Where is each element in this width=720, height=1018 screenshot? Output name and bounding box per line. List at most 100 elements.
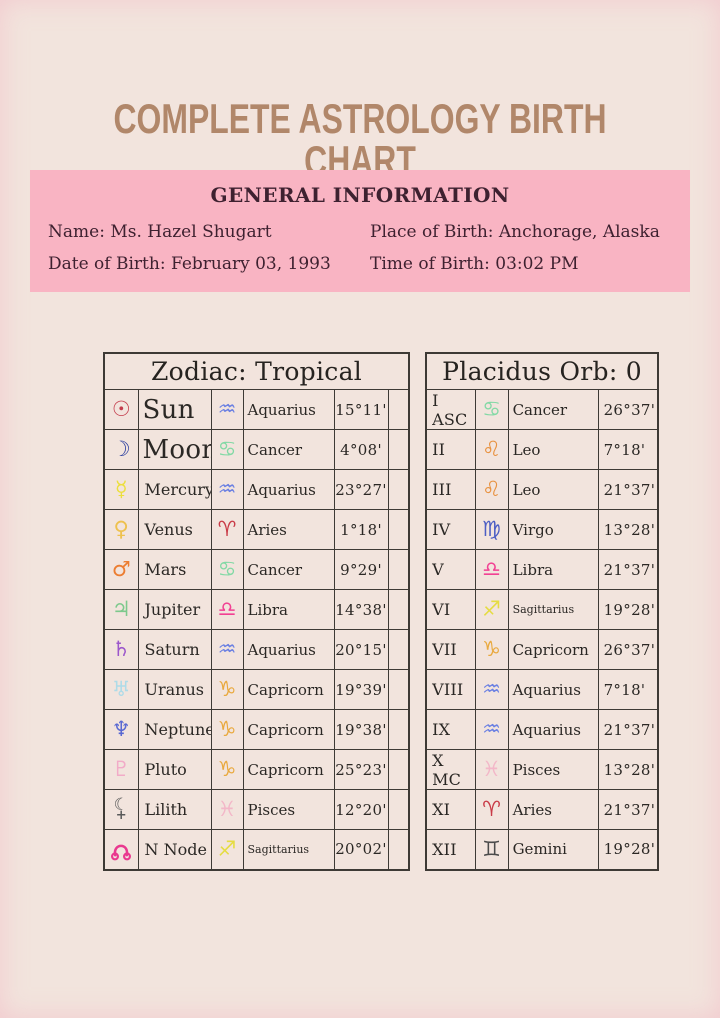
lilith-icon: ☾ + bbox=[113, 794, 129, 824]
jupiter-icon: ♃ bbox=[111, 597, 131, 621]
general-info-heading: GENERAL INFORMATION bbox=[210, 183, 510, 207]
planet-name: N Node bbox=[137, 829, 212, 870]
planet-icon-cell: ☽ bbox=[103, 429, 139, 470]
sign-icon-cell: ♓ bbox=[210, 789, 244, 830]
north-node-icon bbox=[111, 838, 132, 861]
degrees-value: 7°18' bbox=[597, 669, 659, 710]
gemini-icon: ♊ bbox=[482, 836, 501, 861]
sign-name: Aquarius bbox=[242, 389, 335, 430]
aries-icon: ♈ bbox=[217, 517, 237, 541]
house-row: X MC ♓ Pisces 13°28' bbox=[425, 749, 659, 790]
spacer-cell bbox=[387, 789, 410, 830]
planet-icon-cell: ♀ bbox=[103, 509, 139, 550]
sign-icon-cell: ♈ bbox=[474, 789, 509, 830]
sign-name: Capricorn bbox=[242, 749, 335, 790]
sign-name: Virgo bbox=[507, 509, 599, 550]
house-row: III ♌ Leo 21°37' bbox=[425, 469, 659, 510]
degrees-value: 21°37' bbox=[597, 549, 659, 590]
general-info-fields: Name: Ms. Hazel Shugart Place of Birth: … bbox=[48, 216, 684, 280]
uranus-icon: ♅ bbox=[111, 677, 131, 701]
house-row: V ♎ Libra 21°37' bbox=[425, 549, 659, 590]
zodiac-table: Zodiac: Tropical ☉ Sun ♒ Aquarius 15°11' ☽ Moo… bbox=[103, 352, 411, 871]
sign-name: Libra bbox=[242, 589, 335, 630]
sagittarius-icon: ♐ bbox=[482, 597, 501, 621]
house-label: I ASC bbox=[425, 389, 476, 430]
degrees-value: 1°18' bbox=[333, 509, 389, 550]
spacer-cell bbox=[387, 629, 410, 670]
aquarius-icon: ♒ bbox=[217, 397, 237, 421]
spacer-cell bbox=[387, 509, 410, 550]
sign-icon-cell: ♎ bbox=[474, 549, 509, 590]
sign-name: Gemini bbox=[507, 829, 599, 870]
houses-table: Placidus Orb: 0 I ASC ♋ Cancer 26°37' II ♌ Leo… bbox=[425, 352, 660, 871]
degrees-value: 26°37' bbox=[597, 629, 659, 670]
chart-tables: Zodiac: Tropical ☉ Sun ♒ Aquarius 15°11' ☽ Moo… bbox=[103, 352, 660, 871]
venus-icon: ♀ bbox=[113, 517, 129, 541]
aquarius-icon: ♒ bbox=[217, 637, 237, 661]
spacer-cell bbox=[387, 589, 410, 630]
sign-icon-cell: ♑ bbox=[210, 669, 244, 710]
sign-icon-cell: ♑ bbox=[210, 749, 244, 790]
sign-name: Cancer bbox=[242, 429, 335, 470]
house-label: IV bbox=[425, 509, 476, 550]
sign-name: Libra bbox=[507, 549, 599, 590]
zodiac-header-row: Zodiac: Tropical bbox=[103, 352, 410, 390]
pisces-icon: ♓ bbox=[482, 757, 501, 781]
spacer-cell bbox=[387, 669, 410, 710]
sign-icon-cell: ♋ bbox=[210, 549, 244, 590]
house-row: XI ♈ Aries 21°37' bbox=[425, 789, 659, 830]
degrees-value: 19°38' bbox=[333, 709, 389, 750]
planet-icon-cell: ☿ bbox=[103, 469, 139, 510]
house-row: XII ♊ Gemini 19°28' bbox=[425, 829, 659, 870]
spacer-cell bbox=[387, 749, 410, 790]
spacer-cell bbox=[387, 829, 410, 870]
degrees-value: 21°37' bbox=[597, 469, 659, 510]
planet-name: Sun bbox=[137, 389, 212, 430]
spacer-cell bbox=[387, 429, 410, 470]
house-label: VIII bbox=[425, 669, 476, 710]
sign-icon-cell: ♓ bbox=[474, 749, 509, 790]
leo-icon: ♌ bbox=[482, 477, 501, 501]
cancer-icon: ♋ bbox=[217, 557, 237, 581]
degrees-value: 21°37' bbox=[597, 709, 659, 750]
sign-icon-cell: ♑ bbox=[474, 629, 509, 670]
sign-icon-cell: ♎ bbox=[210, 589, 244, 630]
zodiac-table-title: Zodiac: Tropical bbox=[103, 352, 410, 390]
houses-header-row: Placidus Orb: 0 bbox=[425, 352, 659, 390]
degrees-value: 4°08' bbox=[333, 429, 389, 470]
sign-name: Capricorn bbox=[242, 669, 335, 710]
zodiac-row: N Node ♐ Sagittarius 20°02' bbox=[103, 829, 410, 870]
house-label: X MC bbox=[425, 749, 476, 790]
spacer-cell bbox=[387, 709, 410, 750]
zodiac-row: ♇ Pluto ♑ Capricorn 25°23' bbox=[103, 749, 410, 790]
sign-name: Pisces bbox=[242, 789, 335, 830]
degrees-value: 15°11' bbox=[333, 389, 389, 430]
libra-icon: ♎ bbox=[482, 557, 501, 581]
mercury-icon: ☿ bbox=[114, 477, 128, 501]
planet-name: Neptune bbox=[137, 709, 212, 750]
planet-icon-cell: ☾ + bbox=[103, 789, 139, 830]
sign-name: Aquarius bbox=[242, 629, 335, 670]
neptune-icon: ♆ bbox=[111, 717, 131, 741]
house-label: VII bbox=[425, 629, 476, 670]
moon-icon: ☽ bbox=[111, 437, 131, 461]
planet-name: Jupiter bbox=[137, 589, 212, 630]
zodiac-row: ♀ Venus ♈ Aries 1°18' bbox=[103, 509, 410, 550]
sign-name: Aquarius bbox=[507, 709, 599, 750]
sign-icon-cell: ♒ bbox=[210, 469, 244, 510]
planet-icon-cell: ♄ bbox=[103, 629, 139, 670]
degrees-value: 21°37' bbox=[597, 789, 659, 830]
aquarius-icon: ♒ bbox=[482, 677, 501, 701]
degrees-value: 26°37' bbox=[597, 389, 659, 430]
capricorn-icon: ♑ bbox=[217, 677, 237, 701]
aquarius-icon: ♒ bbox=[482, 717, 501, 741]
degrees-value: 25°23' bbox=[333, 749, 389, 790]
degrees-value: 20°02' bbox=[333, 829, 389, 870]
house-row: VII ♑ Capricorn 26°37' bbox=[425, 629, 659, 670]
place-of-birth-field: Place of Birth: Anchorage, Alaska bbox=[370, 222, 660, 242]
planet-icon-cell: ☉ bbox=[103, 389, 139, 430]
sign-icon-cell: ♐ bbox=[210, 829, 244, 870]
sign-icon-cell: ♈ bbox=[210, 509, 244, 550]
name-field: Name: Ms. Hazel Shugart bbox=[48, 222, 272, 242]
